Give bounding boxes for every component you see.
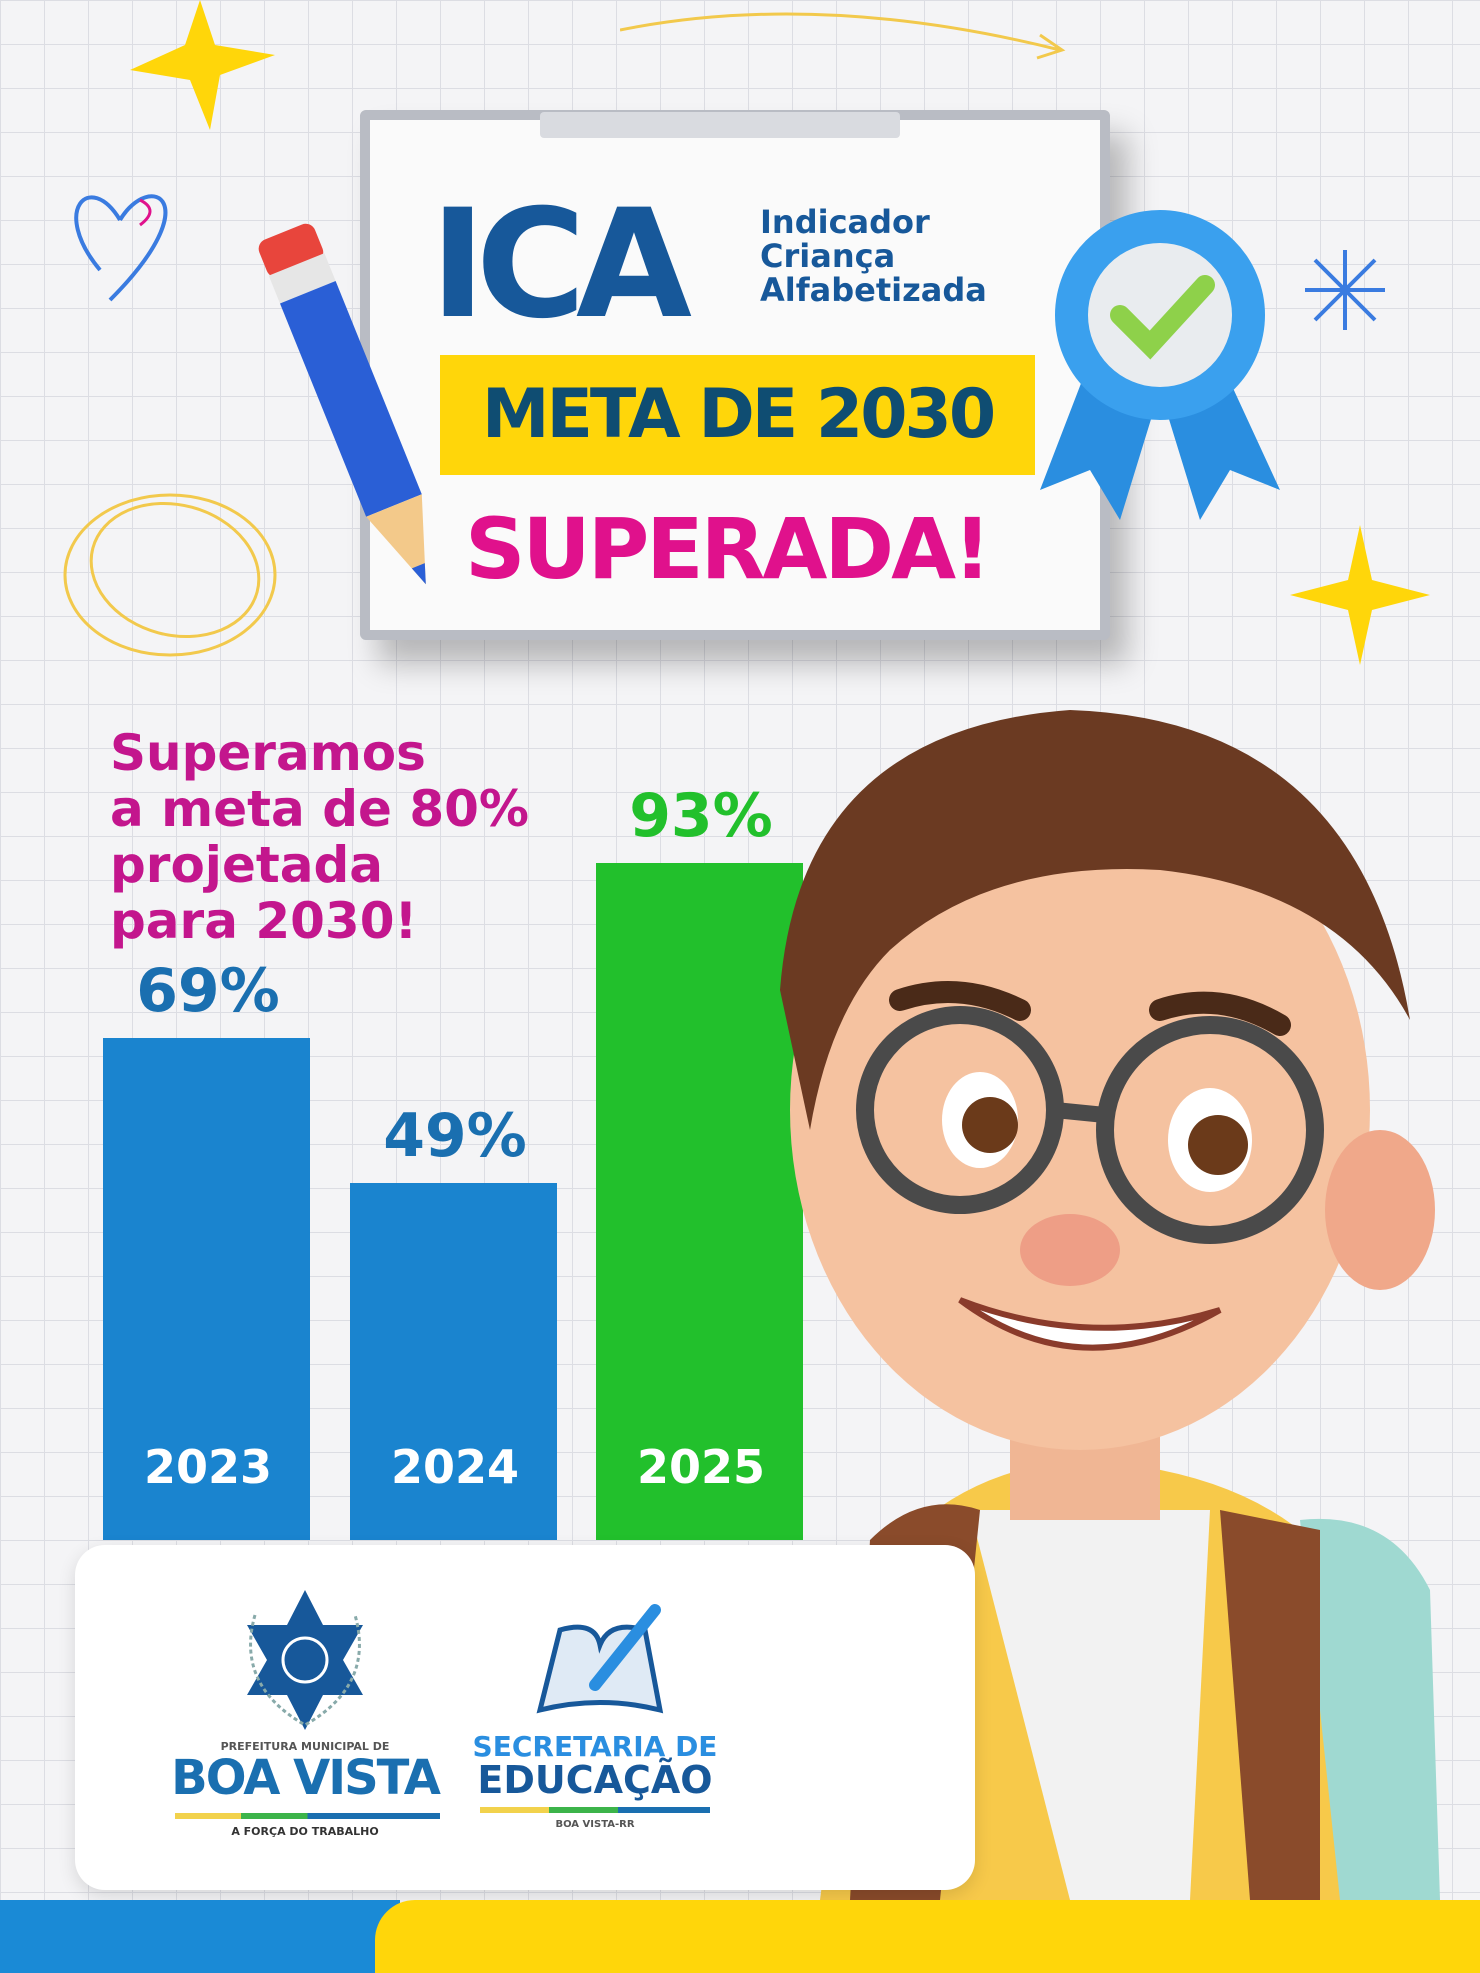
headline-line: para 2030! (110, 892, 418, 950)
footer-stripe-blue (0, 1900, 400, 1973)
check-icon (1110, 275, 1215, 360)
book-pen-icon (536, 1604, 664, 1714)
headline-line: projetada (110, 836, 384, 894)
secretaria-sub: BOA VISTA-RR (555, 1819, 635, 1830)
secretaria-line1: SECRETARIA DE (472, 1730, 718, 1763)
sparkle-icon (1305, 250, 1385, 330)
star-icon (130, 0, 275, 130)
ica-line: Indicador (760, 203, 930, 241)
category-label: 2024 (390, 1440, 520, 1494)
ica-acronym: ICA (430, 178, 692, 352)
arrow-doodle-icon (620, 12, 1066, 60)
footer-stripe-yellow (375, 1900, 1480, 1973)
award-ribbon-icon (1040, 210, 1280, 520)
headline-line: a meta de 80% (110, 780, 529, 838)
city-logo-slogan: A FORÇA DO TRABALHO (231, 1825, 379, 1838)
ica-line: Alfabetizada (760, 271, 987, 309)
secretaria-line2: EDUCAÇÃO (477, 1758, 713, 1802)
headline-line: Superamos (110, 724, 426, 782)
city-logo-top: PREFEITURA MUNICIPAL DE (220, 1740, 390, 1753)
flag-stripe (175, 1813, 440, 1819)
bar-2024 (350, 1183, 557, 1540)
logo-card: PREFEITURA MUNICIPAL DE BOA VISTA A FORÇ… (75, 1545, 975, 1890)
scribble-doodle-icon (63, 493, 277, 657)
category-label: 2023 (143, 1440, 273, 1494)
data-label: 49% (383, 1101, 527, 1172)
city-logo-name: BOA VISTA (171, 1750, 441, 1806)
whiteboard-tray (540, 112, 900, 138)
flag-stripe (480, 1807, 710, 1813)
ica-expansion: Indicador Criança Alfabetizada (760, 205, 987, 307)
goal-banner-background (440, 355, 1035, 475)
boa-vista-emblem-icon (247, 1590, 363, 1730)
star-icon (1290, 525, 1430, 665)
pencil-icon (258, 223, 426, 585)
bar-2023 (103, 1037, 310, 1540)
exclaim-text: SUPERADA! (465, 500, 991, 598)
ica-line: Criança (760, 237, 896, 275)
data-label: 69% (136, 955, 280, 1026)
goal-banner: META DE 2030 (481, 375, 996, 454)
heart-doodle-icon (74, 194, 168, 302)
headline: Superamos a meta de 80% projetada para 2… (110, 725, 529, 949)
